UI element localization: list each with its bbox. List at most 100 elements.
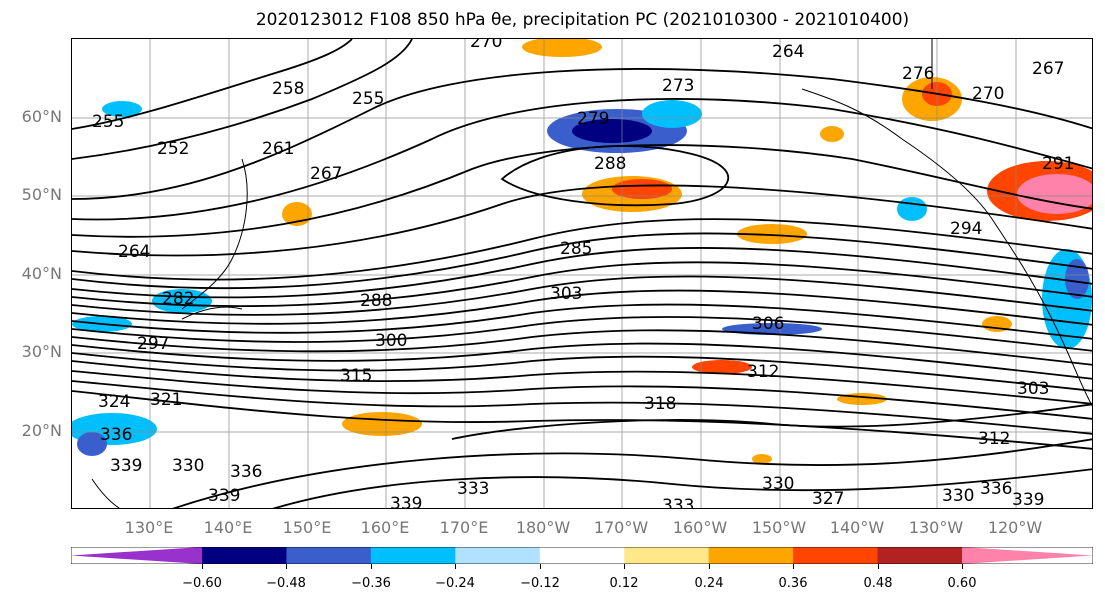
colorbar-tick-mark bbox=[455, 564, 456, 569]
lat-label: 60°N bbox=[21, 107, 62, 126]
colorbar-segment bbox=[202, 547, 287, 564]
colorbar-tick-mark bbox=[202, 564, 203, 569]
colorbar-tick-label: −0.36 bbox=[351, 576, 391, 591]
contour-label: 312 bbox=[978, 429, 1010, 449]
contour-label: 297 bbox=[137, 334, 169, 354]
contour-label: 339 bbox=[208, 486, 240, 506]
gridlines bbox=[72, 39, 1092, 508]
contour-label: 330 bbox=[172, 456, 204, 476]
contour-label: 321 bbox=[150, 390, 182, 410]
contour-label: 327 bbox=[812, 489, 844, 509]
contour-label: 339 bbox=[110, 456, 142, 476]
chart-title: 2020123012 F108 850 hPa θe, precipitatio… bbox=[255, 10, 910, 30]
contour-label: 324 bbox=[98, 392, 130, 412]
colorbar-tick-mark bbox=[624, 564, 625, 569]
map-svg: 255 258 252 255 261 267 264 270 273 279 … bbox=[72, 39, 1092, 509]
contour-label: 318 bbox=[644, 394, 676, 414]
theta-e-contours bbox=[72, 39, 1092, 508]
lon-label: 170°E bbox=[439, 518, 489, 537]
lon-label: 170°W bbox=[593, 518, 649, 537]
colorbar-tick-label: 0.12 bbox=[609, 576, 639, 591]
lon-label: 180°W bbox=[515, 518, 571, 537]
colorbar-segment bbox=[71, 547, 202, 564]
lon-label: 140°W bbox=[829, 518, 885, 537]
contour-label: 258 bbox=[272, 79, 304, 99]
contour-label: 252 bbox=[157, 139, 189, 159]
contour-label: 255 bbox=[352, 89, 384, 109]
colorbar-tick-label: 0.60 bbox=[947, 576, 977, 591]
contour-label: 276 bbox=[902, 64, 934, 84]
contour-label: 288 bbox=[594, 154, 626, 174]
colorbar-tick-mark bbox=[540, 564, 541, 569]
contour-label: 264 bbox=[772, 42, 804, 62]
contour-label: 339 bbox=[390, 494, 422, 509]
colorbar-tick-mark bbox=[793, 564, 794, 569]
lon-label: 130°W bbox=[908, 518, 964, 537]
contour-label: 285 bbox=[560, 239, 592, 259]
colorbar-tick-mark bbox=[878, 564, 879, 569]
colorbar-segment bbox=[624, 547, 710, 564]
contour-label: 306 bbox=[752, 314, 784, 334]
contour-label: 264 bbox=[118, 242, 150, 262]
contour-label: 255 bbox=[92, 112, 124, 132]
contour-label: 330 bbox=[942, 486, 974, 506]
contour-label: 339 bbox=[1012, 490, 1044, 509]
contour-label: 336 bbox=[980, 479, 1012, 499]
contour-label: 282 bbox=[162, 289, 194, 309]
contour-label: 300 bbox=[375, 331, 407, 351]
colorbar-segments bbox=[71, 547, 1093, 564]
lon-label: 160°E bbox=[360, 518, 410, 537]
contour-label: 330 bbox=[762, 474, 794, 494]
colorbar-tick-label: −0.48 bbox=[266, 576, 306, 591]
lon-label: 150°W bbox=[751, 518, 807, 537]
contour-label: 291 bbox=[1042, 154, 1074, 174]
lat-label: 40°N bbox=[21, 264, 62, 283]
lon-label: 150°E bbox=[282, 518, 332, 537]
lon-label: 130°E bbox=[124, 518, 174, 537]
colorbar-segment bbox=[286, 547, 372, 564]
colorbar-tick-label: 0.24 bbox=[694, 576, 724, 591]
contour-label: 333 bbox=[457, 479, 489, 499]
contour-label: 270 bbox=[470, 39, 502, 52]
lat-label: 50°N bbox=[21, 185, 62, 204]
colorbar-tick-label: −0.24 bbox=[435, 576, 475, 591]
contour-label: 303 bbox=[550, 284, 582, 304]
contour-label: 279 bbox=[577, 109, 609, 129]
contour-label: 267 bbox=[1032, 59, 1064, 79]
colorbar-segment bbox=[793, 547, 879, 564]
colorbar-tick-label: 0.36 bbox=[778, 576, 808, 591]
contour-label: 261 bbox=[262, 139, 294, 159]
colorbar-segment bbox=[708, 547, 794, 564]
colorbar-tick-label: 0.48 bbox=[863, 576, 893, 591]
contour-label: 303 bbox=[1017, 379, 1049, 399]
contour-label: 270 bbox=[972, 84, 1004, 104]
map-plot-area: 255 258 252 255 261 267 264 270 273 279 … bbox=[71, 38, 1093, 509]
contour-label-group: 255 258 252 255 261 267 264 270 273 279 … bbox=[92, 39, 1074, 509]
colorbar-tick-mark bbox=[371, 564, 372, 569]
lon-label: 160°W bbox=[672, 518, 728, 537]
contour-label: 336 bbox=[230, 462, 262, 482]
contour-label: 333 bbox=[662, 496, 694, 509]
contour-label: 273 bbox=[662, 76, 694, 96]
precip-shading bbox=[72, 39, 1092, 464]
lon-label: 120°W bbox=[987, 518, 1043, 537]
lon-label: 140°E bbox=[203, 518, 253, 537]
contour-label: 294 bbox=[950, 219, 982, 239]
colorbar-segment bbox=[877, 547, 963, 564]
contour-label: 315 bbox=[340, 366, 372, 386]
contour-label: 336 bbox=[100, 425, 132, 445]
colorbar-tick-label: −0.60 bbox=[182, 576, 222, 591]
colorbar-segment bbox=[539, 547, 625, 564]
colorbar-tick-mark bbox=[286, 564, 287, 569]
colorbar-tick-mark bbox=[962, 564, 963, 569]
colorbar-segment bbox=[962, 547, 1093, 564]
lat-label: 30°N bbox=[21, 342, 62, 361]
lat-label: 20°N bbox=[21, 421, 62, 440]
contour-label: 312 bbox=[747, 362, 779, 382]
colorbar-segment bbox=[455, 547, 541, 564]
colorbar-tick-mark bbox=[709, 564, 710, 569]
colorbar bbox=[71, 547, 1093, 564]
coastlines bbox=[91, 39, 1092, 508]
contour-label: 267 bbox=[310, 164, 342, 184]
colorbar-segment bbox=[370, 547, 456, 564]
